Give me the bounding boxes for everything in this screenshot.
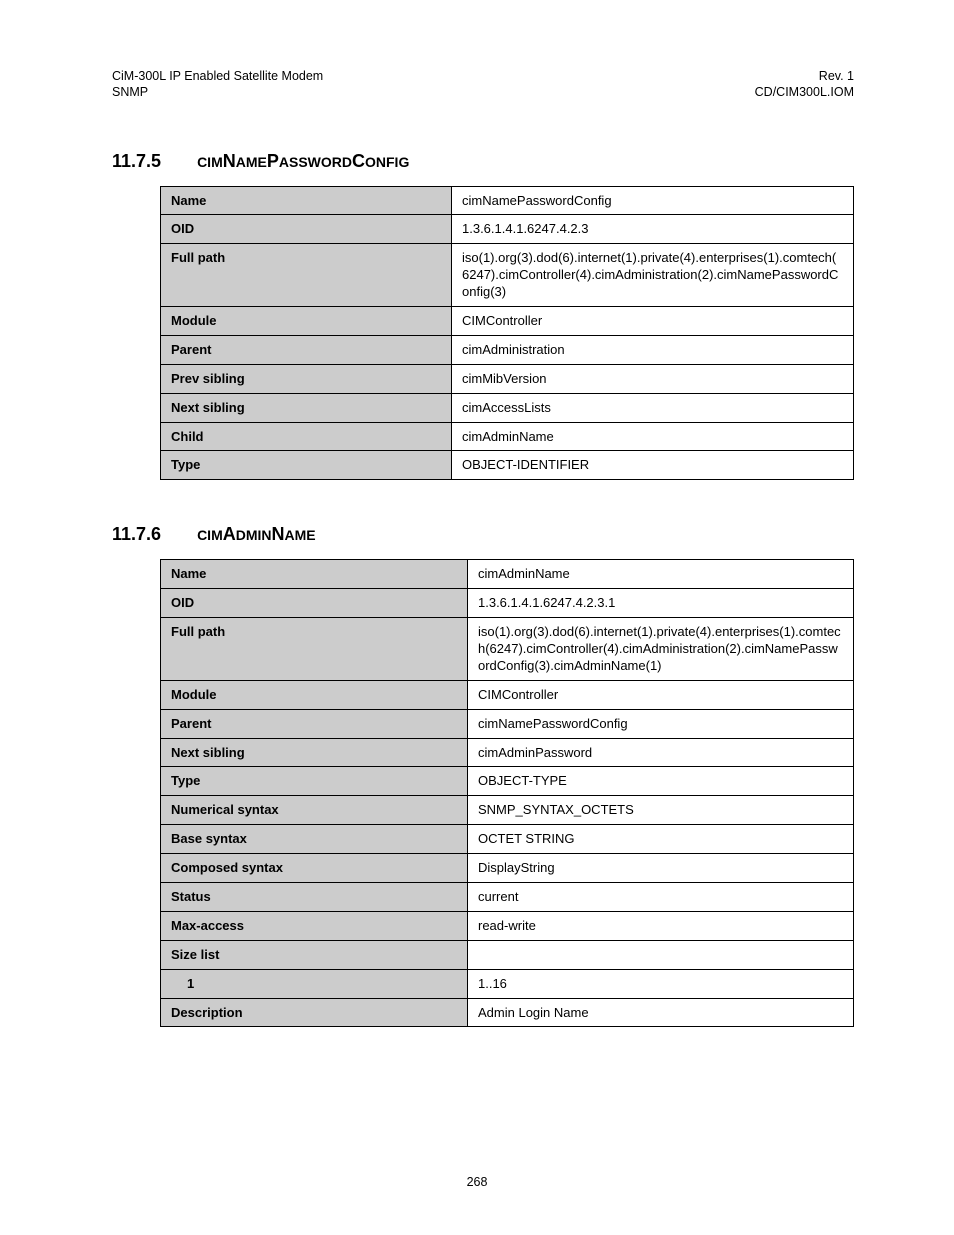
table-value: cimAdminName <box>468 560 854 589</box>
section-number-1: 11.7.5 <box>112 151 161 171</box>
table-row: Next siblingcimAdminPassword <box>161 738 854 767</box>
table-key: Module <box>161 306 452 335</box>
section-number-2: 11.7.6 <box>112 524 161 544</box>
table-key: Next sibling <box>161 738 468 767</box>
table-key: Parent <box>161 709 468 738</box>
table-key: Max-access <box>161 911 468 940</box>
table-row: OID1.3.6.1.4.1.6247.4.2.3 <box>161 215 854 244</box>
table-value: cimNamePasswordConfig <box>452 186 854 215</box>
doc-rev: Rev. 1 <box>755 68 854 84</box>
doc-code: CD/CIM300L.IOM <box>755 84 854 100</box>
table-key: Size list <box>161 940 468 969</box>
table-key: Module <box>161 680 468 709</box>
table-row: OID1.3.6.1.4.1.6247.4.2.3.1 <box>161 589 854 618</box>
table-key: Full path <box>161 244 452 307</box>
table-row: Next siblingcimAccessLists <box>161 393 854 422</box>
table-key: Status <box>161 882 468 911</box>
table-value: 1.3.6.1.4.1.6247.4.2.3 <box>452 215 854 244</box>
table-key: Composed syntax <box>161 854 468 883</box>
table-row: Max-accessread-write <box>161 911 854 940</box>
header-left: CiM-300L IP Enabled Satellite Modem SNMP <box>112 68 323 101</box>
table-key: Type <box>161 767 468 796</box>
table-row: TypeOBJECT-TYPE <box>161 767 854 796</box>
table-row: ChildcimAdminName <box>161 422 854 451</box>
table-key: Name <box>161 186 452 215</box>
table-value: cimAdminPassword <box>468 738 854 767</box>
doc-section: SNMP <box>112 84 323 100</box>
section-title-2: CIMADMINNAME <box>197 524 316 544</box>
table-key: Parent <box>161 335 452 364</box>
table-value: read-write <box>468 911 854 940</box>
section-heading-2: 11.7.6 CIMADMINNAME <box>112 524 854 545</box>
table-key: Prev sibling <box>161 364 452 393</box>
table-value: CIMController <box>452 306 854 335</box>
table-row: Base syntaxOCTET STRING <box>161 825 854 854</box>
table-key: Full path <box>161 618 468 681</box>
table-key: Description <box>161 998 468 1027</box>
table-value: OBJECT-TYPE <box>468 767 854 796</box>
table-row: ModuleCIMController <box>161 306 854 335</box>
table-value: cimMibVersion <box>452 364 854 393</box>
page-number: 268 <box>0 1175 954 1189</box>
table-row: TypeOBJECT-IDENTIFIER <box>161 451 854 480</box>
page-header: CiM-300L IP Enabled Satellite Modem SNMP… <box>112 68 854 101</box>
doc-title: CiM-300L IP Enabled Satellite Modem <box>112 68 323 84</box>
table-value: OCTET STRING <box>468 825 854 854</box>
table-row: ParentcimAdministration <box>161 335 854 364</box>
table-value: CIMController <box>468 680 854 709</box>
table-row: Size list <box>161 940 854 969</box>
table-key: OID <box>161 589 468 618</box>
table-key: Child <box>161 422 452 451</box>
table-key: Base syntax <box>161 825 468 854</box>
table-value: OBJECT-IDENTIFIER <box>452 451 854 480</box>
table-value <box>468 940 854 969</box>
table-key: Type <box>161 451 452 480</box>
table-row: ModuleCIMController <box>161 680 854 709</box>
table-row: Numerical syntaxSNMP_SYNTAX_OCTETS <box>161 796 854 825</box>
table-value: cimAdministration <box>452 335 854 364</box>
table-value: cimAdminName <box>452 422 854 451</box>
table-value: Admin Login Name <box>468 998 854 1027</box>
table-value: cimNamePasswordConfig <box>468 709 854 738</box>
table-row: NamecimAdminName <box>161 560 854 589</box>
table-key: Name <box>161 560 468 589</box>
section-heading-1: 11.7.5 CIMNAMEPASSWORDCONFIG <box>112 151 854 172</box>
header-right: Rev. 1 CD/CIM300L.IOM <box>755 68 854 101</box>
table-key: OID <box>161 215 452 244</box>
table-row: Statuscurrent <box>161 882 854 911</box>
section-title-1: CIMNAMEPASSWORDCONFIG <box>197 151 409 171</box>
table-key: Next sibling <box>161 393 452 422</box>
table-row: Full pathiso(1).org(3).dod(6).internet(1… <box>161 244 854 307</box>
mib-table-1: NamecimNamePasswordConfigOID1.3.6.1.4.1.… <box>160 186 854 481</box>
table-row: Prev siblingcimMibVersion <box>161 364 854 393</box>
table-value: 1.3.6.1.4.1.6247.4.2.3.1 <box>468 589 854 618</box>
table-row: NamecimNamePasswordConfig <box>161 186 854 215</box>
table-value: DisplayString <box>468 854 854 883</box>
table-row: ParentcimNamePasswordConfig <box>161 709 854 738</box>
table-key: Numerical syntax <box>161 796 468 825</box>
table-value: current <box>468 882 854 911</box>
page: CiM-300L IP Enabled Satellite Modem SNMP… <box>0 0 954 1235</box>
table-value: SNMP_SYNTAX_OCTETS <box>468 796 854 825</box>
table-value: 1..16 <box>468 969 854 998</box>
mib-table-2: NamecimAdminNameOID1.3.6.1.4.1.6247.4.2.… <box>160 559 854 1027</box>
table-value: iso(1).org(3).dod(6).internet(1).private… <box>452 244 854 307</box>
table-value: iso(1).org(3).dod(6).internet(1).private… <box>468 618 854 681</box>
table-row: Full pathiso(1).org(3).dod(6).internet(1… <box>161 618 854 681</box>
table-row: 11..16 <box>161 969 854 998</box>
table-row: Composed syntaxDisplayString <box>161 854 854 883</box>
table-key: 1 <box>161 969 468 998</box>
table-row: DescriptionAdmin Login Name <box>161 998 854 1027</box>
table-value: cimAccessLists <box>452 393 854 422</box>
